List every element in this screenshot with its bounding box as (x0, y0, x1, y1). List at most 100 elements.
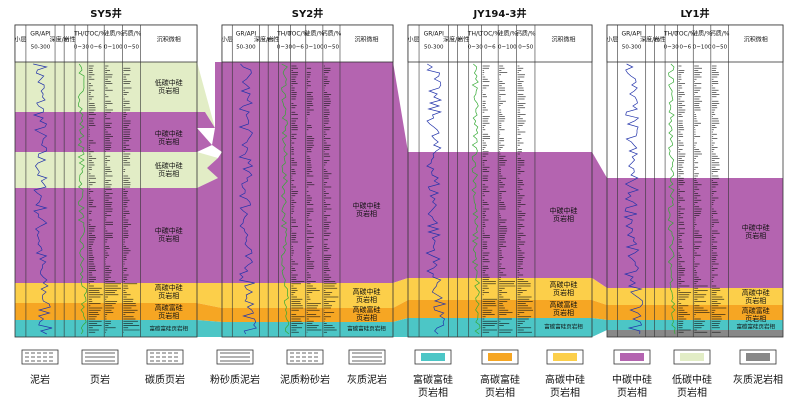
legend-label: 高碳中硅 (545, 373, 585, 386)
facies-label: 页岩相 (158, 291, 179, 300)
column-range: 0~6 (680, 45, 692, 51)
header-bg (14, 24, 198, 63)
column-name: 深度/m (640, 36, 660, 44)
column-range: 0~30 (468, 45, 484, 51)
facies-label: 富碳富硅页岩相 (150, 325, 189, 333)
column-range: 0~6 (292, 45, 304, 51)
column-range: 50-300 (424, 45, 444, 51)
column-range: 50-300 (31, 45, 51, 51)
column-range: 0~100 (693, 45, 712, 51)
facies-band (607, 288, 783, 305)
facies-label: 页岩相 (356, 313, 377, 322)
well-title: SY5井 (90, 7, 121, 20)
column-name: 小层 (606, 36, 618, 44)
facies-label: 高碳中硅 (549, 280, 577, 289)
facies-label: 页岩相 (553, 214, 574, 223)
column-name: 沉积微相 (551, 36, 575, 44)
column-range: 0~30 (74, 45, 90, 51)
legend-label: 页岩相 (418, 386, 448, 399)
facies-label: 中碳中硅 (155, 129, 183, 138)
legend-label: 富碳富硅 (413, 373, 453, 386)
facies-band (408, 278, 592, 300)
column-name: GR/API (621, 31, 642, 38)
column-range: 0~6 (484, 45, 496, 51)
legend-label: 灰质泥岩相 (733, 373, 783, 386)
legend-label: 页岩 (90, 373, 110, 386)
column-name: 硅质/% (304, 30, 324, 38)
band (393, 300, 408, 322)
column-name: 小层 (14, 36, 26, 44)
column-range: 0~50 (712, 45, 728, 51)
column-range: 0~100 (498, 45, 517, 51)
correlation-bands (197, 62, 607, 337)
facies-label: 富碳富硅页岩相 (736, 323, 775, 331)
column-name: 岩性 (457, 36, 469, 44)
column-name: 钙质/% (516, 30, 536, 38)
facies-label: 页岩相 (158, 234, 179, 243)
facies-band (15, 152, 197, 188)
band (393, 62, 408, 283)
legend-color (553, 353, 577, 361)
column-name: 岩性 (267, 36, 279, 44)
band (592, 300, 607, 320)
band (592, 278, 607, 305)
band (197, 128, 212, 152)
facies-label: 低碳中硅 (155, 78, 183, 87)
facies-label: 页岩相 (158, 137, 179, 146)
band (197, 152, 222, 283)
header-bg (606, 24, 784, 63)
column-name: TH/U (663, 31, 679, 38)
band (393, 278, 408, 308)
column-name: 深度/m (50, 36, 70, 44)
facies-band (408, 62, 592, 152)
band (197, 152, 218, 188)
facies-label: 高碳富硅 (352, 305, 380, 314)
facies-label: 中碳中硅 (742, 223, 770, 232)
column-name: GR/API (30, 31, 51, 38)
column-range: 50-300 (236, 45, 256, 51)
legend-label: 页岩相 (677, 386, 707, 399)
log-curve (238, 63, 257, 335)
facies-label: 页岩相 (356, 295, 377, 304)
legend-label: 泥岩 (30, 373, 50, 386)
column-name: TH/U (73, 31, 89, 38)
column-name: TOC/% (479, 31, 501, 38)
well-title: SY2井 (292, 7, 323, 20)
facies-label: 页岩相 (356, 209, 377, 218)
column-name: 钙质/% (122, 30, 142, 38)
band (197, 320, 222, 337)
facies-label: 高碳富硅 (155, 303, 183, 312)
facies-band (607, 330, 783, 337)
column-name: 沉积微相 (744, 36, 768, 44)
column-name: 深度/m (443, 36, 463, 44)
facies-label: 页岩相 (745, 296, 766, 305)
legend-color (421, 353, 445, 361)
facies-label: 页岩相 (158, 86, 179, 95)
column-name: GR/API (236, 31, 257, 38)
legend-label: 高碳富硅 (480, 373, 520, 386)
facies-band (607, 320, 783, 330)
facies-band (408, 152, 592, 278)
well-title: LY1井 (680, 7, 709, 20)
legend-color (620, 353, 644, 361)
log-curve (32, 63, 53, 335)
facies-band (15, 303, 197, 320)
header-bg (407, 24, 593, 63)
column-name: 岩性 (654, 36, 666, 44)
log-curve (471, 63, 481, 335)
legend-label: 灰质泥岩 (347, 373, 387, 386)
column-name: 沉积微相 (354, 36, 378, 44)
facies-label: 中碳中硅 (352, 201, 380, 210)
column-name: TH/U (467, 31, 483, 38)
legend-color (488, 353, 512, 361)
facies-band (222, 308, 393, 322)
column-name: 小层 (408, 36, 420, 44)
facies-band (222, 322, 393, 337)
log-curve (667, 63, 676, 335)
column-name: 钙质/% (322, 30, 342, 38)
well-title: JY194-3井 (473, 7, 527, 20)
facies-band (222, 62, 393, 283)
facies-band (408, 318, 592, 337)
column-name: 钙质/% (710, 30, 730, 38)
